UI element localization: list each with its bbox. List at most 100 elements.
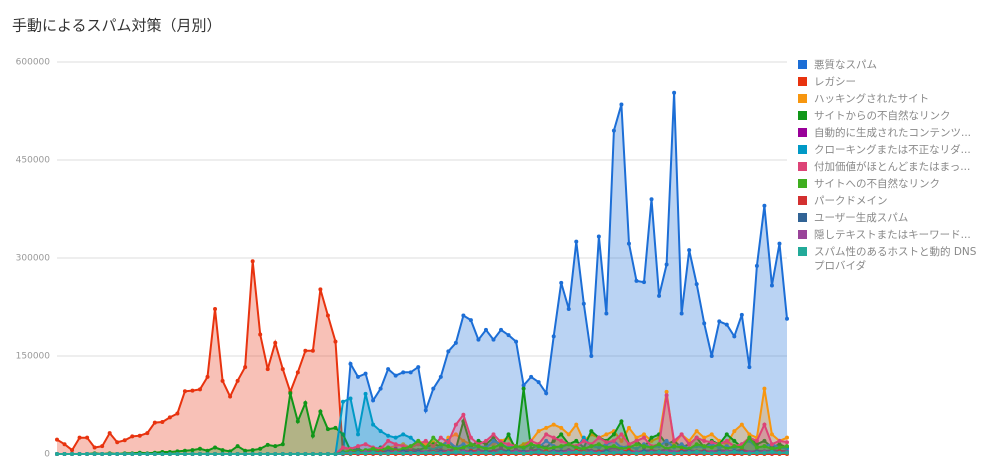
point [611, 444, 616, 449]
point [340, 445, 345, 450]
point [521, 386, 526, 391]
point [634, 446, 639, 451]
legend-swatch [798, 247, 807, 256]
point [476, 337, 481, 342]
point [581, 446, 586, 451]
point [235, 378, 240, 383]
point [122, 438, 127, 443]
point [521, 383, 526, 388]
point [566, 306, 571, 311]
point [446, 349, 451, 354]
point [363, 371, 368, 376]
point [702, 444, 707, 449]
point [152, 452, 157, 456]
point [596, 442, 601, 447]
point [664, 389, 669, 394]
point [175, 452, 180, 456]
point [340, 399, 345, 404]
point [739, 445, 744, 450]
point [483, 450, 488, 455]
point [280, 367, 285, 372]
point [611, 432, 616, 437]
point [386, 433, 391, 438]
point [401, 370, 406, 375]
point [62, 442, 67, 447]
point [732, 444, 737, 449]
point [175, 411, 180, 416]
point [709, 445, 714, 450]
point [536, 450, 541, 455]
legend-item: 自動的に生成されたコンテンツ... [798, 126, 990, 140]
point [393, 435, 398, 440]
point [521, 451, 526, 456]
point [393, 450, 398, 455]
point [468, 442, 473, 447]
point [581, 450, 586, 455]
point [446, 450, 451, 455]
point [303, 348, 308, 353]
point [717, 450, 722, 455]
chart-title: 手動によるスパム対策（月別） [12, 17, 222, 35]
point [604, 432, 609, 437]
point [559, 432, 564, 437]
legend-swatch [798, 213, 807, 222]
point [348, 361, 353, 366]
point [258, 332, 263, 337]
point [220, 448, 225, 453]
point [325, 427, 330, 432]
point [137, 433, 142, 438]
point [574, 445, 579, 450]
point [220, 378, 225, 383]
point [529, 450, 534, 455]
point [92, 452, 97, 456]
point [604, 450, 609, 455]
point [544, 450, 549, 455]
point [529, 438, 534, 443]
point [762, 422, 767, 427]
point [70, 452, 75, 456]
point [514, 339, 519, 344]
point [205, 452, 210, 456]
point [642, 432, 647, 437]
point [596, 451, 601, 456]
legend-label: 悪質なスパム [814, 59, 877, 71]
point [664, 450, 669, 455]
point [589, 354, 594, 358]
legend-item: サイトへの不自然なリンク [798, 177, 990, 191]
point [197, 387, 202, 392]
point [634, 438, 639, 443]
point [566, 432, 571, 437]
point [393, 442, 398, 447]
y-tick-label: 0 [44, 450, 50, 460]
point [777, 438, 782, 443]
point [589, 429, 594, 434]
point [333, 452, 338, 456]
point [107, 431, 112, 436]
point [574, 239, 579, 244]
point [581, 435, 586, 440]
legend: 悪質なスパム レガシー ハッキングされたサイト サイトからの不自然なリンク 自動的に生成… [798, 58, 990, 276]
point [499, 442, 504, 447]
point [468, 451, 473, 456]
point [333, 425, 338, 430]
point [611, 128, 616, 133]
point [769, 283, 774, 288]
legend-item: スパム性のあるホストと動的 DNS プロバイダ [798, 245, 990, 273]
point [544, 432, 549, 437]
point [303, 401, 308, 406]
point [679, 311, 684, 316]
point [453, 450, 458, 455]
point [340, 451, 345, 456]
point [115, 440, 120, 445]
point [205, 448, 210, 453]
point [130, 434, 135, 439]
legend-swatch [798, 77, 807, 86]
point [438, 442, 443, 447]
point [258, 452, 263, 456]
point [491, 445, 496, 450]
point [724, 450, 729, 455]
area [57, 388, 787, 454]
legend-item: 悪質なスパム [798, 58, 990, 72]
point [664, 262, 669, 267]
